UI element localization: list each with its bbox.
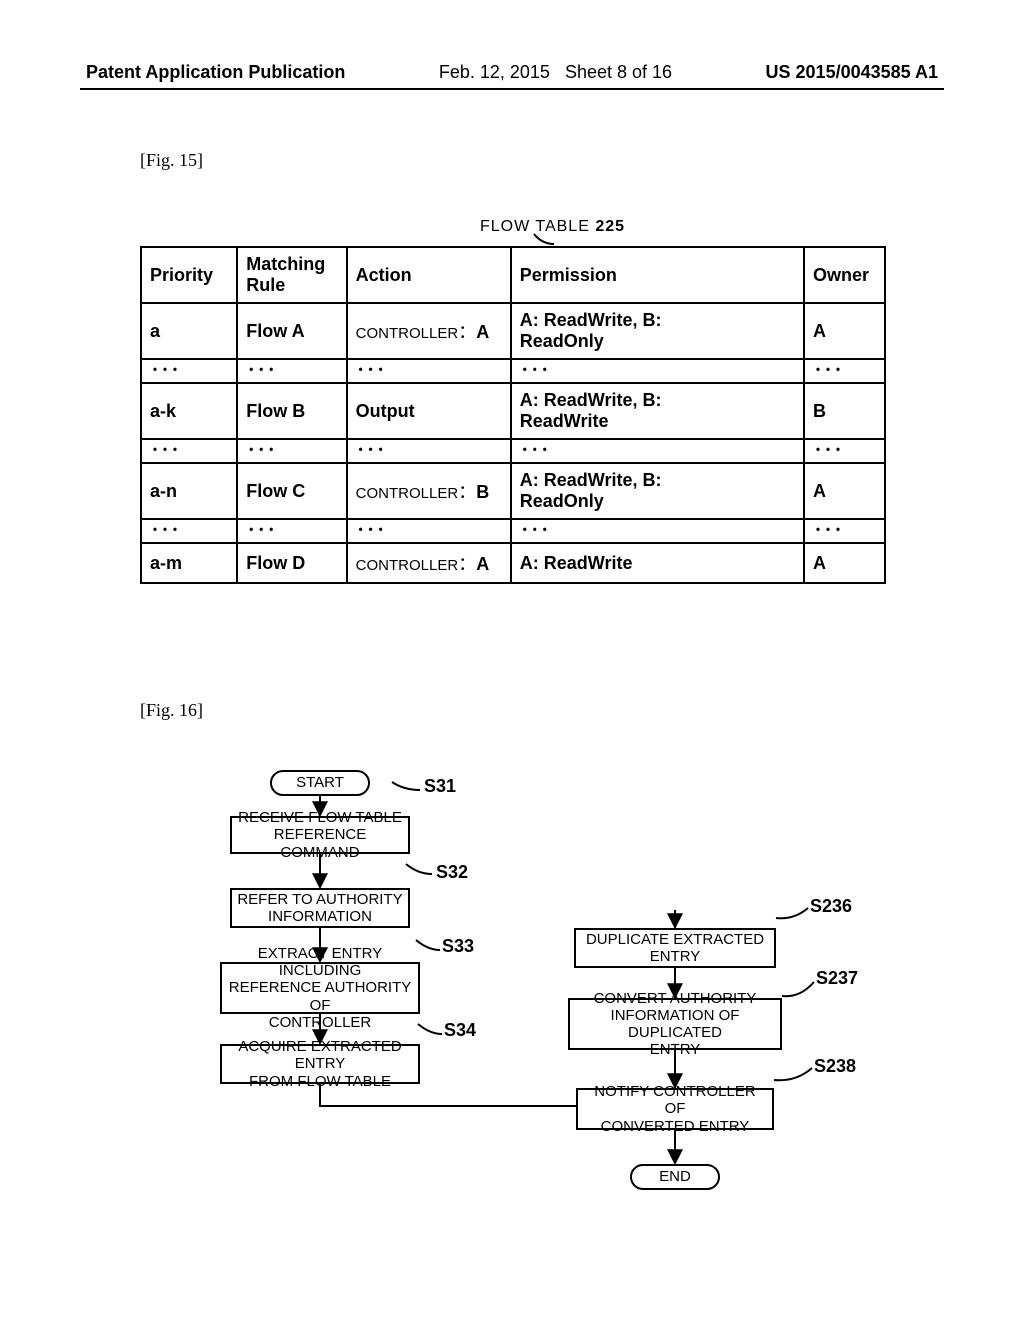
td-action: CONTROLLER：A: [347, 303, 511, 359]
td-perm: A: ReadWrite, B:ReadOnly: [511, 463, 804, 519]
header-sheet: Sheet 8 of 16: [565, 62, 672, 82]
td-action: ･･･: [347, 519, 511, 543]
flowchart-16: START RECEIVE FLOW TABLEREFERENCE COMMAN…: [180, 770, 900, 1290]
td-rule: Flow B: [237, 383, 346, 439]
header-mid: Feb. 12, 2015 Sheet 8 of 16: [345, 62, 765, 83]
td-priority: a: [141, 303, 237, 359]
flowchart-box-s237: CONVERT AUTHORITYINFORMATION OF DUPLICAT…: [568, 998, 782, 1050]
td-priority: ･･･: [141, 519, 237, 543]
table-row: ･･･････････････: [141, 439, 885, 463]
th-action: Action: [347, 247, 511, 303]
td-perm: A: ReadWrite, B:ReadOnly: [511, 303, 804, 359]
flowchart-box-s238: NOTIFY CONTROLLER OFCONVERTED ENTRY: [576, 1088, 774, 1130]
page-header: Patent Application Publication Feb. 12, …: [0, 62, 1024, 83]
td-owner: ･･･: [804, 359, 885, 383]
td-action: ･･･: [347, 359, 511, 383]
td-owner: A: [804, 303, 885, 359]
flowchart-label-s236: S236: [810, 896, 852, 917]
td-perm: ･･･: [511, 359, 804, 383]
header-date: Feb. 12, 2015: [439, 62, 550, 82]
header-rule: [80, 88, 944, 90]
td-priority: a-k: [141, 383, 237, 439]
td-owner: ･･･: [804, 519, 885, 543]
td-rule: Flow D: [237, 543, 346, 583]
td-action: CONTROLLER：A: [347, 543, 511, 583]
flowchart-label-s237: S237: [816, 968, 858, 989]
td-rule: Flow C: [237, 463, 346, 519]
td-priority: a-m: [141, 543, 237, 583]
flowchart-box-s33: EXTRACT ENTRY INCLUDINGREFERENCE AUTHORI…: [220, 962, 420, 1014]
table-row: a-kFlow BOutputA: ReadWrite, B:ReadWrite…: [141, 383, 885, 439]
fig15-caption: [Fig. 15]: [140, 150, 203, 171]
td-rule: ･･･: [237, 359, 346, 383]
table-row: aFlow ACONTROLLER：AA: ReadWrite, B:ReadO…: [141, 303, 885, 359]
td-action: ･･･: [347, 439, 511, 463]
td-rule: Flow A: [237, 303, 346, 359]
td-perm: ･･･: [511, 439, 804, 463]
flowchart-label-s31: S31: [424, 776, 456, 797]
td-priority: ･･･: [141, 439, 237, 463]
td-rule: ･･･: [237, 439, 346, 463]
td-action: CONTROLLER：B: [347, 463, 511, 519]
td-action: Output: [347, 383, 511, 439]
flowchart-label-s34: S34: [444, 1020, 476, 1041]
flowchart-label-s238: S238: [814, 1056, 856, 1077]
table-row: ･･･････････････: [141, 519, 885, 543]
td-owner: ･･･: [804, 439, 885, 463]
td-owner: A: [804, 463, 885, 519]
flowchart-box-s32: REFER TO AUTHORITYINFORMATION: [230, 888, 410, 928]
flow-table-body: aFlow ACONTROLLER：AA: ReadWrite, B:ReadO…: [141, 303, 885, 583]
table-row: ･･･････････････: [141, 359, 885, 383]
fig16-caption: [Fig. 16]: [140, 700, 203, 721]
td-rule: ･･･: [237, 519, 346, 543]
header-left: Patent Application Publication: [86, 62, 345, 83]
flowchart-end: END: [630, 1164, 720, 1190]
td-perm: A: ReadWrite: [511, 543, 804, 583]
th-priority: Priority: [141, 247, 237, 303]
td-priority: ･･･: [141, 359, 237, 383]
table-header-row: Priority Matching Rule Action Permission…: [141, 247, 885, 303]
flowchart-box-s34: ACQUIRE EXTRACTED ENTRYFROM FLOW TABLE: [220, 1044, 420, 1084]
flowchart-label-s32: S32: [436, 862, 468, 883]
td-owner: A: [804, 543, 885, 583]
header-right: US 2015/0043585 A1: [766, 62, 938, 83]
table-row: a-mFlow DCONTROLLER：AA: ReadWriteA: [141, 543, 885, 583]
flowchart-box-s236: DUPLICATE EXTRACTEDENTRY: [574, 928, 776, 968]
td-owner: B: [804, 383, 885, 439]
td-perm: ･･･: [511, 519, 804, 543]
flowchart-start: START: [270, 770, 370, 796]
td-perm: A: ReadWrite, B:ReadWrite: [511, 383, 804, 439]
flow-table: Priority Matching Rule Action Permission…: [140, 246, 886, 584]
td-priority: a-n: [141, 463, 237, 519]
flowchart-box-s31: RECEIVE FLOW TABLEREFERENCE COMMAND: [230, 816, 410, 854]
table-row: a-nFlow CCONTROLLER：BA: ReadWrite, B:Rea…: [141, 463, 885, 519]
th-owner: Owner: [804, 247, 885, 303]
flowchart-label-s33: S33: [442, 936, 474, 957]
th-rule: Matching Rule: [237, 247, 346, 303]
flow-table-ref: 225: [595, 218, 625, 235]
th-perm: Permission: [511, 247, 804, 303]
